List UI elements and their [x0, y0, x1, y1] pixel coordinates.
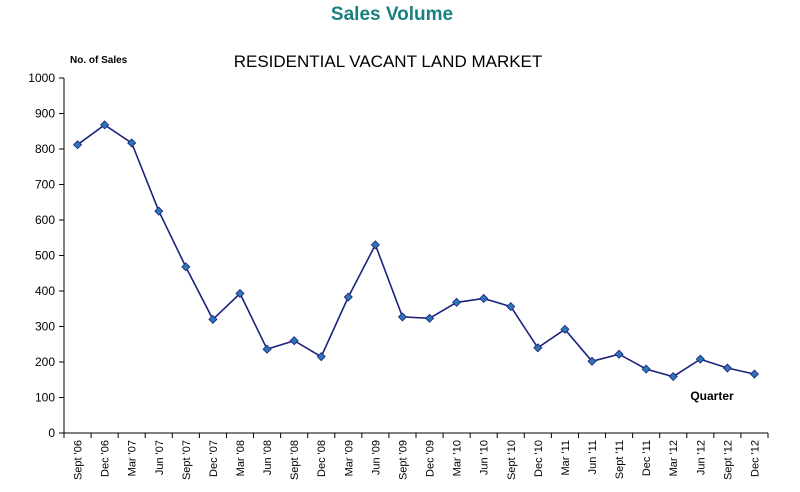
x-tick-label: Sept '10: [506, 440, 518, 480]
x-tick-label: Sept '11: [614, 440, 626, 479]
data-point: [235, 288, 245, 299]
x-tick-label: Mar '12: [668, 440, 680, 476]
y-tick-label: 500: [35, 249, 55, 263]
page-title: Sales Volume: [330, 4, 454, 25]
x-tick-label: Dec '11: [641, 440, 653, 476]
y-tick-label: 900: [35, 107, 55, 121]
data-point: [452, 297, 462, 307]
x-tick-label: Dec '08: [316, 440, 328, 477]
y-tick-label: 800: [35, 142, 55, 156]
chart-title: RESIDENTIAL VACANT LAND MARKET: [234, 52, 543, 71]
data-point: [533, 343, 543, 353]
x-tick-label: Jun '11: [587, 440, 599, 474]
x-tick-label: Dec '09: [425, 440, 437, 477]
x-tick-label: Mar '09: [343, 440, 355, 476]
data-point: [127, 138, 137, 148]
data-point: [262, 344, 272, 354]
data-point: [343, 292, 353, 302]
y-tick-label: 200: [35, 355, 55, 369]
data-point: [479, 293, 489, 304]
y-tick-label: 700: [35, 178, 55, 192]
x-axis-ticks: Sept '06 Dec '06 Mar '07 Jun '07 Sept '07 Dec…: [63, 433, 769, 480]
x-tick-label: Mar '08: [235, 440, 247, 476]
data-point: [668, 371, 678, 382]
y-tick-label: 0: [48, 426, 55, 440]
data-point: [72, 140, 83, 150]
x-tick-label: Jun '12: [695, 440, 707, 475]
data-point: [722, 363, 732, 373]
x-tick-label: Dec '06: [100, 440, 112, 477]
data-point: [397, 312, 408, 322]
data-point: [100, 120, 110, 130]
x-tick-label: Jun '08: [262, 440, 274, 475]
data-point: [370, 240, 380, 250]
y-tick-label: 400: [35, 284, 55, 298]
x-tick-label: Sept '08: [289, 440, 301, 480]
x-tick-label: Mar '11: [560, 440, 572, 476]
series-line: [77, 123, 755, 378]
series-group: [72, 120, 760, 382]
x-tick-label: Sept '06: [73, 440, 85, 480]
x-tick-label: Jun '10: [479, 440, 491, 475]
data-point: [208, 314, 218, 324]
x-tick-label: Sept '12: [722, 440, 734, 480]
data-point: [587, 356, 597, 366]
data-point: [614, 349, 624, 359]
x-tick-label: Dec '12: [749, 440, 761, 477]
data-point: [560, 324, 570, 334]
x-tick-label: Mar '10: [452, 440, 464, 476]
y-tick-label: 600: [35, 213, 55, 227]
x-tick-label: Sept '09: [397, 440, 409, 480]
data-point: [181, 262, 191, 272]
data-point: [316, 352, 326, 362]
y-axis-ticks: 0 100 200 300 400 500 600 700 800 900 1000: [28, 71, 64, 440]
x-axis-label: Quarter: [690, 389, 734, 403]
x-tick-label: Mar '07: [127, 440, 139, 476]
data-point: [289, 336, 299, 346]
x-tick-label: Dec '10: [533, 440, 545, 477]
data-point: [641, 364, 651, 374]
data-point: [424, 313, 435, 323]
x-tick-label: Jun '07: [154, 440, 166, 475]
chart-axes: [63, 78, 768, 434]
data-point: [749, 369, 760, 379]
data-point: [154, 206, 164, 216]
y-axis-label: No. of Sales: [70, 55, 128, 66]
x-tick-label: Dec '07: [208, 440, 220, 477]
y-tick-label: 300: [35, 320, 55, 334]
y-tick-label: 1000: [28, 71, 55, 85]
x-tick-label: Jun '09: [370, 440, 382, 475]
data-point: [695, 354, 705, 364]
x-tick-label: Sept '07: [181, 440, 193, 480]
y-tick-label: 100: [35, 391, 55, 405]
data-point: [506, 302, 516, 312]
